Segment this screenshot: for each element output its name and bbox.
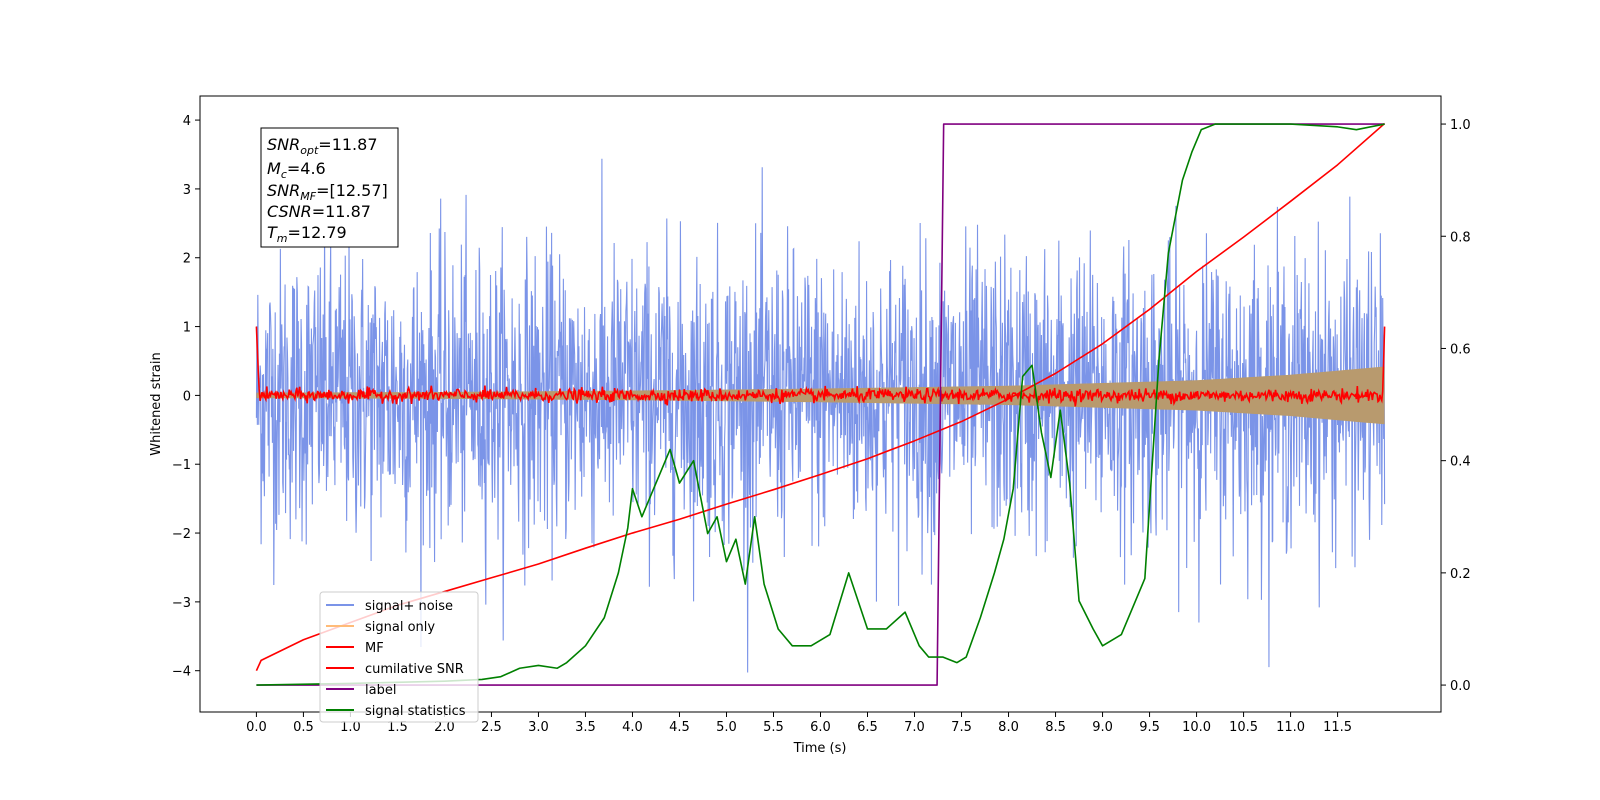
legend-label-signal-only: signal only bbox=[365, 620, 435, 635]
x-tick-label: 2.5 bbox=[481, 720, 502, 735]
x-tick-label: 10.5 bbox=[1229, 720, 1258, 735]
y-axis-right: 0.0 0.2 0.4 0.6 0.8 1.0 bbox=[1441, 118, 1471, 694]
x-tick-label: 1.0 bbox=[340, 720, 361, 735]
annotation-mc: Mc=4.6 bbox=[267, 159, 326, 181]
y-tick-label: −4 bbox=[172, 665, 191, 680]
x-tick-label: 9.5 bbox=[1139, 720, 1160, 735]
series-mf bbox=[255, 326, 1386, 407]
x-tick-label: 6.0 bbox=[810, 720, 831, 735]
annotation-box: SNRopt=11.87 Mc=4.6 SNRMF=[12.57] CSNR=1… bbox=[260, 127, 399, 248]
x-tick-label: 8.5 bbox=[1045, 720, 1066, 735]
legend-label-signal-statistics: signal statistics bbox=[365, 704, 466, 719]
x-tick-label: 8.0 bbox=[998, 720, 1019, 735]
x-tick-label: 11.0 bbox=[1276, 720, 1305, 735]
y2-tick-label: 0.4 bbox=[1450, 455, 1471, 470]
y-tick-label: −1 bbox=[172, 458, 191, 473]
y-tick-label: 3 bbox=[183, 183, 191, 198]
legend-label-signal-noise: signal+ noise bbox=[365, 599, 453, 614]
x-tick-label: 4.0 bbox=[622, 720, 643, 735]
legend-label-cumilative-snr: cumilative SNR bbox=[365, 662, 464, 677]
y-tick-label: 4 bbox=[183, 114, 191, 129]
series-signal-noise bbox=[255, 158, 1386, 673]
y2-tick-label: 0.0 bbox=[1450, 679, 1471, 694]
series-signal-statistics bbox=[256, 123, 1385, 686]
series-label bbox=[256, 123, 1385, 686]
legend-label-label: label bbox=[365, 683, 396, 698]
y-axis-left: −4 −3 −2 −1 0 1 2 3 4 bbox=[172, 114, 200, 680]
x-tick-label: 11.5 bbox=[1323, 720, 1352, 735]
x-tick-label: 10.0 bbox=[1182, 720, 1211, 735]
y-tick-label: −2 bbox=[172, 527, 191, 542]
x-tick-label: 3.5 bbox=[575, 720, 596, 735]
y2-tick-label: 0.8 bbox=[1450, 230, 1471, 245]
x-tick-label: 9.0 bbox=[1092, 720, 1113, 735]
y-tick-label: 1 bbox=[183, 321, 191, 336]
legend-label-mf: MF bbox=[365, 641, 384, 656]
y-tick-label: −3 bbox=[172, 596, 191, 611]
y-axis-label: Whitened strain bbox=[149, 352, 164, 455]
annotation-snr-opt: SNRopt=11.87 bbox=[267, 135, 378, 157]
x-tick-label: 7.0 bbox=[904, 720, 925, 735]
x-axis: 0.0 0.5 1.0 1.5 2.0 2.5 3.0 3.5 4.0 4.5 5.0 5.5 6.0 6… bbox=[246, 712, 1352, 735]
legend-frame bbox=[319, 591, 479, 723]
y-tick-label: 0 bbox=[183, 389, 191, 404]
annotation-snr-mf: SNRMF=[12.57] bbox=[267, 181, 388, 203]
x-tick-label: 2.0 bbox=[434, 720, 455, 735]
x-tick-label: 7.5 bbox=[951, 720, 972, 735]
x-tick-label: 1.5 bbox=[387, 720, 408, 735]
annotation-csnr: CSNR=11.87 bbox=[267, 202, 371, 221]
x-tick-label: 0.5 bbox=[293, 720, 314, 735]
x-tick-label: 3.0 bbox=[528, 720, 549, 735]
annotation-tm: Tm=12.79 bbox=[267, 223, 347, 245]
y2-tick-label: 0.6 bbox=[1450, 342, 1471, 357]
y2-tick-label: 0.2 bbox=[1450, 567, 1471, 582]
annotation-frame bbox=[260, 127, 399, 248]
y-tick-label: 2 bbox=[183, 252, 191, 267]
x-tick-label: 0.0 bbox=[246, 720, 267, 735]
x-tick-label: 5.0 bbox=[716, 720, 737, 735]
x-tick-label: 5.5 bbox=[763, 720, 784, 735]
x-axis-label: Time (s) bbox=[793, 741, 847, 756]
x-tick-label: 6.5 bbox=[857, 720, 878, 735]
legend: signal+ noise signal only MF cumilative SNR… bbox=[319, 591, 479, 723]
y2-tick-label: 1.0 bbox=[1450, 118, 1471, 133]
x-tick-label: 4.5 bbox=[669, 720, 690, 735]
